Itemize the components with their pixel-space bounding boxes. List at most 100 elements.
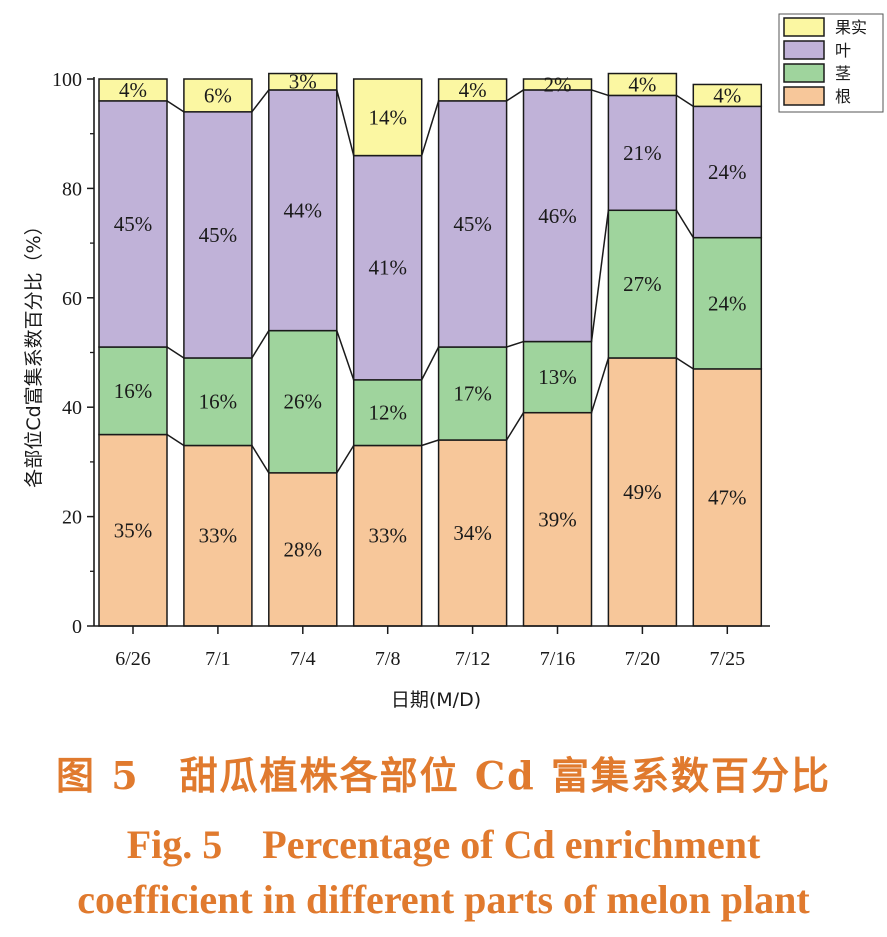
connector-line bbox=[166, 346, 185, 359]
data-label: 3% bbox=[289, 70, 317, 94]
bar-segment-7-16-3 bbox=[522, 78, 593, 91]
connector-line bbox=[421, 439, 439, 447]
data-label: 16% bbox=[114, 379, 153, 403]
connector-line bbox=[251, 89, 270, 113]
bar-segment-6-26-0 bbox=[98, 433, 168, 627]
data-label: 44% bbox=[284, 198, 323, 222]
connector-lines bbox=[166, 89, 694, 474]
data-label: 4% bbox=[119, 78, 147, 102]
legend-label: 叶 bbox=[835, 41, 851, 60]
x-tick-label: 7/20 bbox=[625, 648, 661, 670]
data-label: 24% bbox=[708, 160, 747, 184]
connector-line bbox=[675, 94, 694, 107]
bar-segment-7-16-2 bbox=[522, 89, 593, 343]
data-label: 17% bbox=[453, 382, 492, 406]
bar-segment-7-20-0 bbox=[607, 357, 678, 627]
x-tick-label: 7/16 bbox=[540, 648, 576, 670]
bar-segment-7-1-3 bbox=[183, 78, 253, 113]
connector-line bbox=[420, 100, 440, 156]
bar-segment-7-1-1 bbox=[183, 357, 253, 447]
data-label: 33% bbox=[199, 524, 238, 548]
connector-line bbox=[166, 433, 185, 447]
bar-segment-7-20-3 bbox=[607, 72, 678, 97]
data-label: 21% bbox=[623, 141, 662, 165]
bar-segment-7-12-2 bbox=[437, 100, 508, 348]
data-label: 33% bbox=[368, 524, 407, 548]
data-label: 45% bbox=[453, 212, 492, 236]
connector-line bbox=[506, 340, 524, 348]
data-label: 16% bbox=[199, 390, 238, 414]
bar-segment-7-25-3 bbox=[692, 83, 763, 108]
data-labels: 35% 16% 45% 4% 33% 16% 45% 6% 28% 26% 44% 3% 33% 12% 4… bbox=[114, 70, 747, 562]
y-tick-label: 20 bbox=[62, 507, 82, 529]
bar-segment-7-12-3 bbox=[437, 78, 508, 102]
data-label: 24% bbox=[708, 291, 747, 315]
connector-line bbox=[590, 357, 610, 413]
x-axis-title: 日期(M/D) bbox=[391, 689, 481, 711]
bar-segment-7-16-1 bbox=[522, 340, 593, 414]
data-label: 4% bbox=[628, 72, 656, 96]
connector-line bbox=[336, 89, 355, 156]
axes: 0 20 40 60 80 100 6/26 7/1 7/4 7/8 7/12 7/16 7/20 7/2… bbox=[52, 69, 770, 670]
data-label: 45% bbox=[114, 212, 153, 236]
connector-line bbox=[675, 357, 694, 370]
data-label: 6% bbox=[204, 83, 232, 107]
bar-segment-7-25-2 bbox=[692, 105, 763, 239]
bar-segment-7-1-2 bbox=[183, 111, 253, 359]
connector-line bbox=[166, 100, 185, 113]
connector-line bbox=[675, 209, 694, 239]
bar-segment-7-20-1 bbox=[607, 209, 678, 359]
bar-segment-7-8-3 bbox=[352, 78, 423, 157]
data-label: 45% bbox=[199, 223, 238, 247]
connector-line bbox=[251, 445, 270, 474]
bar-segment-7-12-0 bbox=[437, 439, 508, 627]
bar-segment-7-4-0 bbox=[268, 472, 338, 627]
y-tick-label: 60 bbox=[62, 288, 82, 310]
legend-label: 根 bbox=[835, 87, 851, 106]
figure-caption-english-line1: Fig. 5 Percentage of Cd enrichment bbox=[126, 822, 761, 867]
bars-layer bbox=[98, 72, 763, 627]
connector-line bbox=[336, 330, 355, 381]
data-label: 4% bbox=[459, 78, 487, 102]
data-label: 28% bbox=[284, 537, 323, 561]
figure-caption-english-line2: coefficient in different parts of melon … bbox=[77, 877, 810, 922]
data-label: 47% bbox=[708, 485, 747, 509]
connector-line bbox=[336, 445, 355, 474]
legend-swatch bbox=[783, 63, 825, 83]
x-tick-label: 7/1 bbox=[205, 648, 231, 670]
y-tick-label: 80 bbox=[62, 178, 82, 200]
bar-segment-7-4-1 bbox=[268, 329, 338, 474]
stacked-bar-chart: 35% 16% 45% 4% 33% 16% 45% 6% 28% 26% 44% 3% 33% 12% 4… bbox=[23, 13, 884, 711]
legend-label: 果实 bbox=[835, 18, 867, 37]
bar-segment-7-25-1 bbox=[692, 236, 763, 370]
data-label: 49% bbox=[623, 480, 662, 504]
data-label: 34% bbox=[453, 521, 492, 545]
legend-swatch bbox=[783, 40, 825, 60]
data-label: 2% bbox=[544, 72, 572, 96]
data-label: 13% bbox=[538, 365, 577, 389]
legend-label: 茎 bbox=[835, 64, 851, 83]
y-axis-title: 各部位Cd富集系数百分比（%） bbox=[23, 216, 45, 487]
connector-line bbox=[506, 89, 524, 102]
bar-segment-6-26-1 bbox=[98, 346, 168, 436]
connector-line bbox=[591, 89, 609, 97]
bar-segment-7-20-2 bbox=[607, 94, 678, 212]
y-tick-label: 0 bbox=[72, 616, 82, 638]
x-tick-label: 6/26 bbox=[115, 648, 151, 670]
data-label: 39% bbox=[538, 507, 577, 531]
y-tick-label: 100 bbox=[52, 69, 82, 91]
figure-caption-chinese: 图 5 甜瓜植株各部位 Cd 富集系数百分比 bbox=[56, 753, 831, 798]
data-label: 14% bbox=[368, 105, 407, 129]
data-label: 41% bbox=[368, 256, 407, 280]
x-tick-label: 7/12 bbox=[455, 648, 491, 670]
data-label: 46% bbox=[538, 204, 577, 228]
bar-segment-7-12-1 bbox=[437, 346, 508, 441]
connector-line bbox=[421, 346, 440, 381]
data-label: 12% bbox=[368, 401, 407, 425]
bar-segment-6-26-3 bbox=[98, 78, 168, 102]
data-label: 26% bbox=[284, 390, 323, 414]
legend-swatch bbox=[783, 17, 825, 37]
connector-line bbox=[590, 210, 610, 342]
y-tick-label: 40 bbox=[62, 397, 82, 419]
